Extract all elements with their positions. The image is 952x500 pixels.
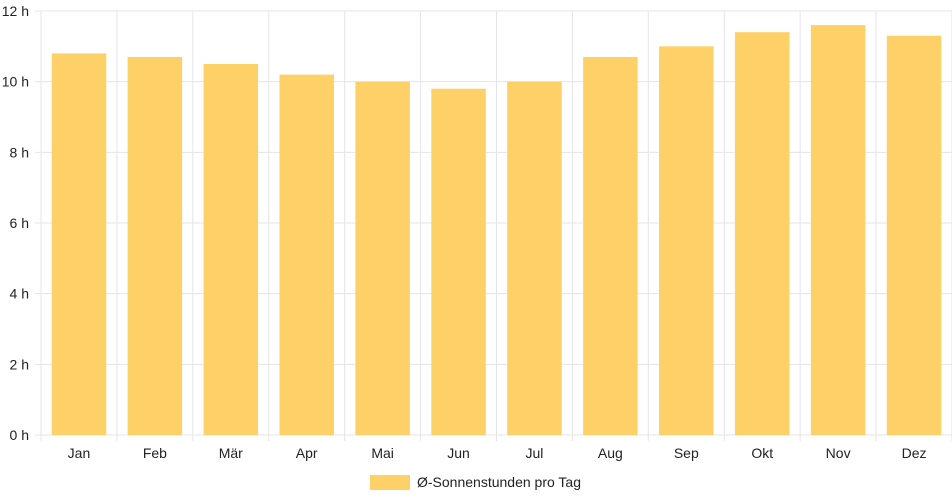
bar-nov[interactable] xyxy=(810,25,866,436)
x-tick-label: Jun xyxy=(447,445,470,461)
y-tick-label: 4 h xyxy=(10,286,29,302)
x-tick-label: Mai xyxy=(371,445,394,461)
x-tick-label: Jan xyxy=(68,445,91,461)
legend-label: Ø-Sonnenstunden pro Tag xyxy=(417,474,581,490)
bar-dez[interactable] xyxy=(886,35,942,435)
bar-mär[interactable] xyxy=(203,64,259,435)
bar-jan[interactable] xyxy=(51,53,107,436)
legend-swatch xyxy=(370,475,410,490)
bars xyxy=(51,25,942,436)
bar-jun[interactable] xyxy=(431,88,486,435)
x-tick-label: Feb xyxy=(143,445,167,461)
x-tick-label: Okt xyxy=(751,445,773,461)
y-tick-label: 2 h xyxy=(10,356,29,372)
bar-mai[interactable] xyxy=(355,81,410,436)
x-tick-label: Dez xyxy=(902,445,927,461)
bar-aug[interactable] xyxy=(583,56,638,435)
bar-okt[interactable] xyxy=(734,32,790,435)
y-tick-label: 10 h xyxy=(2,74,29,90)
bar-apr[interactable] xyxy=(279,74,334,435)
x-tick-label: Mär xyxy=(219,445,243,461)
y-tick-label: 6 h xyxy=(10,215,29,231)
bar-sep[interactable] xyxy=(659,46,714,435)
grid-lines xyxy=(35,10,952,441)
x-tick-label: Jul xyxy=(526,445,544,461)
y-axis-ticks: 0 h 2 h 4 h 6 h 8 h 10 h 12 h xyxy=(2,3,29,443)
x-axis-ticks: Jan Feb Mär Apr Mai Jun Jul Aug Sep Okt Nov Dez xyxy=(68,445,927,461)
bar-jul[interactable] xyxy=(507,81,562,436)
y-tick-label: 8 h xyxy=(10,144,29,160)
legend[interactable]: Ø-Sonnenstunden pro Tag xyxy=(370,474,581,490)
y-tick-label: 0 h xyxy=(10,427,29,443)
y-tick-label: 12 h xyxy=(2,3,29,19)
x-tick-label: Sep xyxy=(674,445,699,461)
x-tick-label: Nov xyxy=(826,445,851,461)
bar-feb[interactable] xyxy=(127,56,183,435)
x-tick-label: Apr xyxy=(296,445,318,461)
x-tick-label: Aug xyxy=(598,445,623,461)
